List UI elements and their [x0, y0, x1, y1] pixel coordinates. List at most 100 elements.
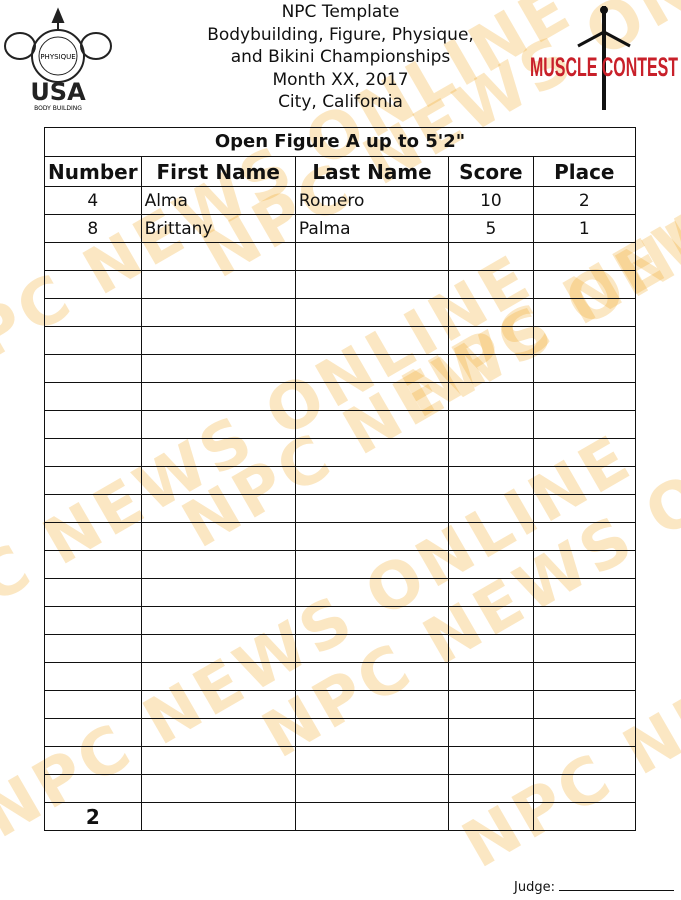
- table-cell: [448, 354, 534, 383]
- npc-usa-logo: PHYSIQUE USA BODY BUILDING: [2, 4, 114, 112]
- table-cell: [44, 578, 142, 607]
- document-header: NPC Template Bodybuilding, Figure, Physi…: [0, 0, 681, 114]
- judge-signature-line[interactable]: [558, 890, 674, 891]
- table-cell: [44, 438, 142, 467]
- svg-text:BODY BUILDING: BODY BUILDING: [34, 105, 82, 112]
- column-header: Place: [532, 156, 637, 187]
- table-cell: [294, 802, 450, 831]
- table-cell: [294, 466, 450, 495]
- table-cell: [294, 494, 450, 523]
- table-cell: [140, 718, 296, 747]
- table-cell: [44, 662, 142, 691]
- column-header: Number: [44, 156, 142, 187]
- table-row-empty: [44, 438, 637, 467]
- table-cell: [140, 690, 296, 719]
- table-cell: [448, 550, 534, 579]
- table-row-empty: [44, 354, 637, 383]
- table-cell: [294, 774, 450, 803]
- table-cell: [140, 522, 296, 551]
- table-row: 4 Alma Romero 10 2: [44, 186, 637, 215]
- table-cell: [448, 802, 534, 831]
- table-cell: [140, 606, 296, 635]
- table-cell: [448, 746, 534, 775]
- table-cell: [532, 578, 637, 607]
- table-cell: [294, 270, 450, 299]
- header-line: Month XX, 2017: [272, 69, 409, 90]
- table-row-empty: [44, 578, 637, 607]
- table-cell: 8: [44, 214, 142, 243]
- table-cell: [140, 634, 296, 663]
- table-cell: [44, 466, 142, 495]
- table-cell: [44, 606, 142, 635]
- table-cell: Alma: [140, 186, 296, 215]
- table-row-empty: [44, 746, 637, 775]
- table-cell: [294, 298, 450, 327]
- table-cell: [532, 606, 637, 635]
- table-row-empty: [44, 550, 637, 579]
- table-cell: [448, 774, 534, 803]
- table-cell: [448, 522, 534, 551]
- table-row-empty: [44, 466, 637, 495]
- header-line: NPC Template: [281, 2, 400, 22]
- table-cell: [532, 522, 637, 551]
- table-row-empty: [44, 634, 637, 663]
- table-cell: [140, 466, 296, 495]
- table-cell: 2: [532, 186, 637, 215]
- table-cell: [532, 298, 637, 327]
- table-cell: [294, 690, 450, 719]
- table-cell: [140, 746, 296, 775]
- table-cell: [294, 718, 450, 747]
- table-cell: [140, 298, 296, 327]
- table-cell: [532, 270, 637, 299]
- column-header: Score: [448, 156, 534, 187]
- table-cell: [448, 634, 534, 663]
- table-row-empty: [44, 242, 637, 271]
- table-cell: [294, 634, 450, 663]
- table-cell: [448, 242, 534, 271]
- table-cell: [294, 326, 450, 355]
- table-cell: [294, 662, 450, 691]
- table-cell: [44, 242, 142, 271]
- table-cell: [140, 410, 296, 439]
- table-cell: Brittany: [140, 214, 296, 243]
- column-header: First Name: [140, 156, 296, 187]
- table-row-empty: [44, 718, 637, 747]
- table-cell: [140, 550, 296, 579]
- svg-text:MUSCLE CONTEST: MUSCLE CONTEST: [530, 52, 678, 82]
- entry-count: 2: [44, 802, 142, 831]
- table-row-empty: [44, 690, 637, 719]
- table-cell: [44, 382, 142, 411]
- table-row-empty: [44, 494, 637, 523]
- table-cell: [294, 438, 450, 467]
- table-cell: [448, 690, 534, 719]
- table-cell: [294, 522, 450, 551]
- table-cell: [140, 382, 296, 411]
- table-cell: [140, 802, 296, 831]
- table-row-empty: 2: [44, 802, 637, 831]
- table-cell: [448, 466, 534, 495]
- table-cell: [294, 242, 450, 271]
- table-cell: [532, 802, 637, 831]
- table-row-empty: [44, 298, 637, 327]
- table-cell: [448, 494, 534, 523]
- table-cell: [140, 774, 296, 803]
- table-row-empty: [44, 410, 637, 439]
- header-line: City, California: [278, 92, 403, 112]
- table-cell: [44, 354, 142, 383]
- muscle-contest-logo: MUSCLE CONTEST: [528, 2, 680, 114]
- table-cell: [44, 718, 142, 747]
- table-cell: [140, 438, 296, 467]
- table-cell: [448, 578, 534, 607]
- table-cell: [448, 718, 534, 747]
- table-cell: [140, 354, 296, 383]
- table-cell: [44, 298, 142, 327]
- table-row-empty: [44, 606, 637, 635]
- table-row-empty: [44, 522, 637, 551]
- table-cell: [532, 718, 637, 747]
- table-title: Open Figure A up to 5'2": [44, 127, 636, 157]
- judge-signature: Judge:: [514, 880, 674, 895]
- table-cell: [532, 354, 637, 383]
- column-header: Last Name: [294, 156, 450, 187]
- table-cell: [448, 298, 534, 327]
- results-table: Open Figure A up to 5'2" Number First Nam…: [44, 127, 637, 831]
